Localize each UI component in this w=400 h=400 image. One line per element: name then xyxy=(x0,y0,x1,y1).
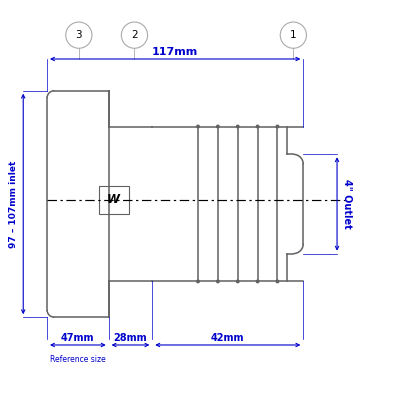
Text: 28mm: 28mm xyxy=(114,333,147,343)
Text: 1: 1 xyxy=(290,30,297,40)
Text: Reference size: Reference size xyxy=(50,355,106,364)
Text: 42mm: 42mm xyxy=(211,333,244,343)
Text: 47mm: 47mm xyxy=(61,333,95,343)
FancyBboxPatch shape xyxy=(99,186,128,214)
Text: 117mm: 117mm xyxy=(152,47,198,57)
Text: 2: 2 xyxy=(131,30,138,40)
Text: W: W xyxy=(107,194,120,206)
Text: 97 – 107mm inlet: 97 – 107mm inlet xyxy=(10,160,18,248)
Text: 3: 3 xyxy=(76,30,82,40)
Text: 4" Outlet: 4" Outlet xyxy=(342,179,352,229)
